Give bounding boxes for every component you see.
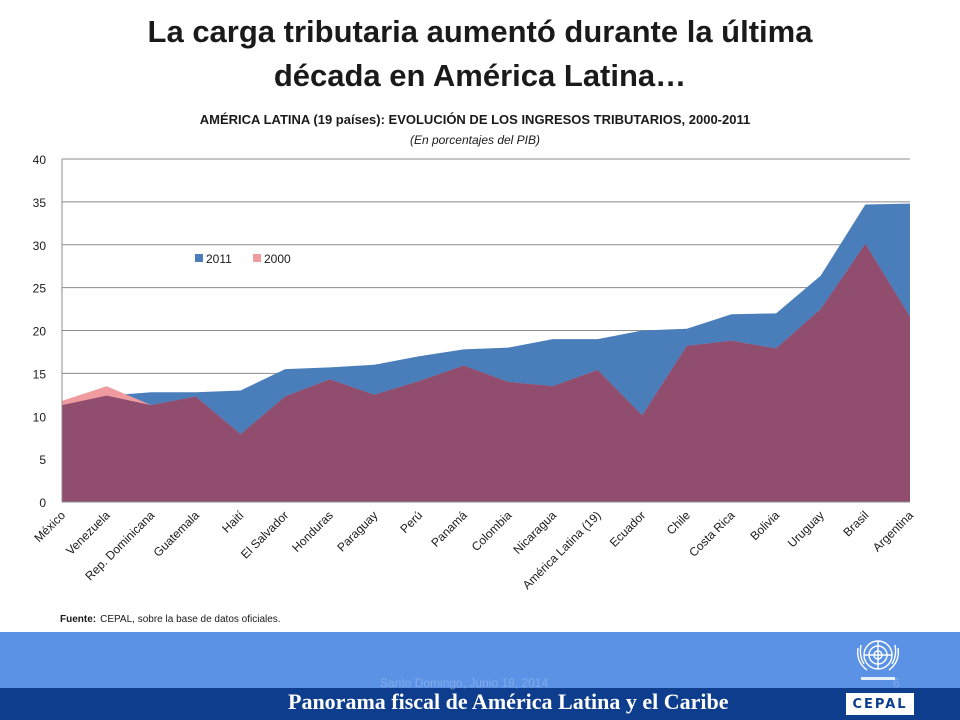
x-tick-label: Haití: [219, 508, 247, 536]
chart-title: AMÉRICA LATINA (19 países): EVOLUCIÓN DE…: [200, 112, 750, 127]
x-tick-label: Colombia: [469, 508, 515, 554]
y-tick-label: 5: [39, 453, 46, 467]
x-tick-label: Honduras: [289, 508, 336, 555]
cepal-logo-text: CEPAL: [852, 696, 908, 712]
x-tick-label: Paraguay: [334, 508, 380, 554]
x-tick-label: Costa Rica: [686, 508, 738, 560]
footer-date: Santo Domingo, Junio 18, 2014: [380, 676, 549, 690]
area-overlap: [62, 243, 910, 502]
slide-title-line-1: La carga tributaria aumentó durante la ú…: [147, 14, 813, 49]
y-tick-label: 0: [39, 496, 46, 510]
footer-title: Panorama fiscal de América Latina y el C…: [288, 689, 729, 714]
x-tick-label: México: [31, 508, 68, 545]
x-tick-label: América Latina (19): [520, 508, 604, 592]
united-nations-emblem-icon: [857, 640, 899, 680]
x-tick-label: Bolivia: [747, 508, 782, 543]
y-tick-label: 10: [33, 410, 47, 424]
source-text: CEPAL, sobre la base de datos oficiales.: [100, 614, 280, 625]
slide-title-line-2: década en América Latina…: [273, 58, 687, 93]
x-tick-label: Brasil: [840, 508, 871, 539]
y-tick-label: 15: [33, 367, 47, 381]
y-tick-label: 25: [33, 282, 47, 296]
legend-label-2011: 2011: [206, 252, 232, 266]
x-tick-label: Argentina: [870, 508, 916, 554]
x-tick-label: Chile: [664, 508, 693, 537]
legend-label-2000: 2000: [264, 252, 291, 266]
y-tick-label: 30: [33, 239, 47, 253]
cepal-logo: CEPAL: [845, 692, 915, 716]
y-tick-label: 40: [33, 153, 47, 167]
y-tick-label: 20: [33, 325, 47, 339]
x-tick-label: Uruguay: [785, 508, 827, 550]
chart-subtitle: (En porcentajes del PIB): [410, 133, 540, 147]
x-tick-label: El Salvador: [238, 508, 291, 561]
slide-title: La carga tributaria aumentó durante la ú…: [40, 10, 920, 98]
y-tick-label: 35: [33, 196, 47, 210]
legend: 2011 2000: [195, 252, 291, 266]
x-tick-label: Guatemala: [151, 508, 203, 560]
source-label: Fuente:: [60, 614, 96, 625]
area-chart: AMÉRICA LATINA (19 países): EVOLUCIÓN DE…: [31, 112, 916, 625]
source-note: Fuente: CEPAL, sobre la base de datos ofi…: [60, 614, 281, 625]
x-tick-label: Perú: [397, 508, 425, 536]
legend-swatch-2000: [253, 254, 261, 262]
x-tick-label: Panamá: [428, 508, 470, 550]
area-series: [62, 203, 910, 502]
legend-swatch-2011: [195, 254, 203, 262]
footer-bar: [0, 688, 960, 720]
footer-page-number: 6: [893, 676, 900, 690]
x-tick-label: Ecuador: [607, 508, 649, 550]
